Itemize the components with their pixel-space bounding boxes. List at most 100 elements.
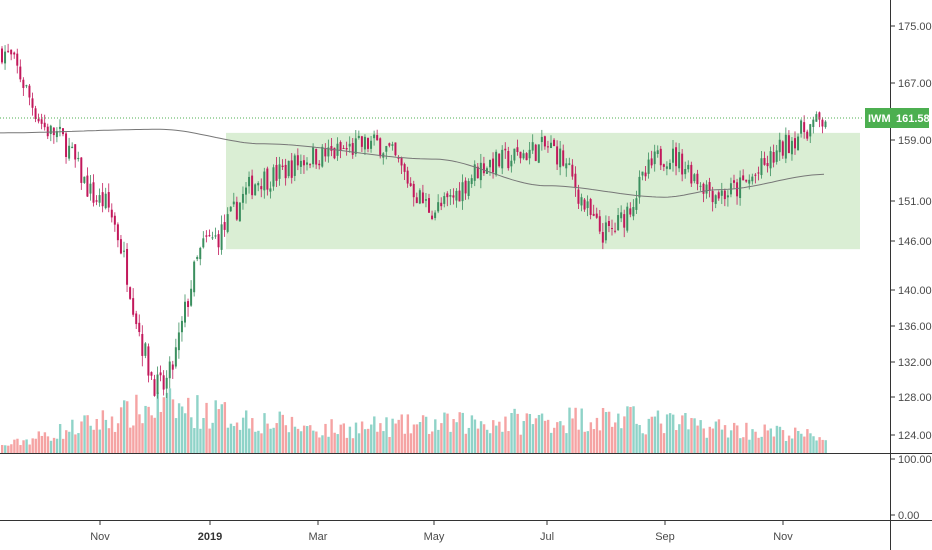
candle-body bbox=[290, 160, 293, 178]
candle-body bbox=[254, 184, 257, 196]
price-axis[interactable]: 175.00 167.00 159.00 151.00 146.00 140.00 136.… bbox=[890, 21, 932, 442]
candle-body bbox=[373, 134, 376, 139]
volume-bar bbox=[757, 437, 760, 453]
volume-bar bbox=[65, 430, 68, 453]
volume-bar bbox=[522, 421, 525, 453]
volume-bar bbox=[315, 431, 318, 453]
volume-bar bbox=[479, 421, 483, 453]
candle-body bbox=[668, 162, 671, 170]
candle-body bbox=[812, 119, 815, 128]
volume-bar bbox=[223, 402, 227, 453]
volume-bar bbox=[306, 426, 309, 453]
candle-body bbox=[293, 155, 296, 176]
volume-bar bbox=[794, 427, 797, 453]
candle-body bbox=[763, 158, 766, 165]
candle-body bbox=[684, 169, 687, 175]
volume-bar bbox=[824, 440, 827, 453]
y-tick-label: 128.00 bbox=[898, 392, 932, 404]
volume-bar bbox=[678, 424, 681, 453]
volume-bar bbox=[778, 426, 782, 453]
volume-bar bbox=[354, 422, 358, 453]
candle-body bbox=[126, 248, 129, 285]
candle-body bbox=[37, 118, 40, 122]
volume-bar bbox=[83, 415, 86, 453]
candle-body bbox=[412, 183, 415, 198]
candle-body bbox=[232, 201, 235, 205]
volume-bar bbox=[275, 423, 278, 453]
time-axis[interactable]: Nov 2019 Mar May Jul Sep Nov bbox=[90, 520, 793, 543]
candle-body bbox=[257, 183, 260, 186]
candle-body bbox=[775, 150, 778, 162]
volume-bar bbox=[620, 428, 623, 453]
volume-bar bbox=[428, 433, 431, 453]
candle-body bbox=[537, 144, 540, 163]
candle-body bbox=[665, 166, 668, 169]
candle-body bbox=[306, 162, 308, 165]
consolidation-range-box[interactable] bbox=[226, 132, 860, 250]
candle-body bbox=[714, 195, 717, 204]
volume-bar bbox=[351, 438, 355, 453]
volume-bar bbox=[818, 437, 821, 453]
volume-bar bbox=[455, 422, 458, 453]
volume-bar bbox=[537, 414, 541, 453]
volume-bar bbox=[177, 403, 181, 453]
candle-body bbox=[394, 142, 397, 156]
volume-bar bbox=[574, 407, 577, 453]
candle-body bbox=[568, 163, 571, 165]
candle-body bbox=[245, 187, 247, 195]
candle-body bbox=[784, 134, 787, 159]
volume-bar bbox=[412, 424, 416, 453]
volume-bar bbox=[159, 411, 162, 453]
volume-bar bbox=[598, 430, 602, 453]
candle-body bbox=[528, 149, 531, 159]
volume-axis: 100.00 0.00 bbox=[890, 454, 932, 522]
candle-body bbox=[449, 194, 452, 197]
volume-bar bbox=[245, 410, 248, 453]
volume-bar bbox=[531, 424, 535, 453]
candle-body bbox=[101, 192, 104, 207]
volume-bar bbox=[693, 418, 696, 453]
volume-bar bbox=[46, 436, 50, 453]
volume-bar bbox=[821, 439, 824, 453]
x-tick-label: Nov bbox=[90, 531, 110, 543]
volume-bar bbox=[485, 429, 489, 453]
volume-bar bbox=[205, 402, 208, 453]
volume-bar bbox=[406, 414, 410, 453]
volume-bar bbox=[745, 422, 748, 453]
volume-bar bbox=[229, 423, 233, 453]
candle-body bbox=[43, 122, 46, 128]
volume-bar bbox=[71, 419, 74, 453]
x-tick-label: May bbox=[424, 531, 445, 543]
candle-body bbox=[83, 176, 86, 183]
volume-bar bbox=[37, 431, 40, 453]
candle-body bbox=[702, 183, 705, 194]
candle-body bbox=[800, 120, 803, 134]
candle-body bbox=[241, 193, 244, 203]
candle-body bbox=[98, 195, 101, 203]
candle-body bbox=[424, 199, 427, 201]
candle-body bbox=[299, 160, 302, 167]
volume-bar bbox=[525, 413, 528, 453]
candle-body bbox=[781, 141, 784, 156]
volume-bar bbox=[86, 415, 89, 453]
candle-body bbox=[543, 136, 546, 147]
candle-body bbox=[571, 164, 574, 177]
volume-bar bbox=[7, 445, 10, 453]
candle-body bbox=[431, 215, 434, 220]
volume-bar bbox=[385, 417, 388, 453]
candle-body bbox=[321, 146, 324, 167]
volume-bar bbox=[80, 421, 83, 453]
candle-body bbox=[595, 213, 598, 218]
candle-body bbox=[385, 146, 388, 152]
volume-bar bbox=[342, 423, 345, 453]
volume-bar bbox=[312, 430, 315, 453]
volume-bar bbox=[373, 416, 376, 453]
candle-body bbox=[28, 85, 31, 98]
volume-bar bbox=[272, 427, 275, 453]
candle-body bbox=[565, 163, 568, 169]
candle-body bbox=[681, 153, 684, 175]
candle-body bbox=[205, 235, 208, 237]
candle-body bbox=[675, 147, 678, 167]
volume-bar bbox=[226, 427, 230, 453]
